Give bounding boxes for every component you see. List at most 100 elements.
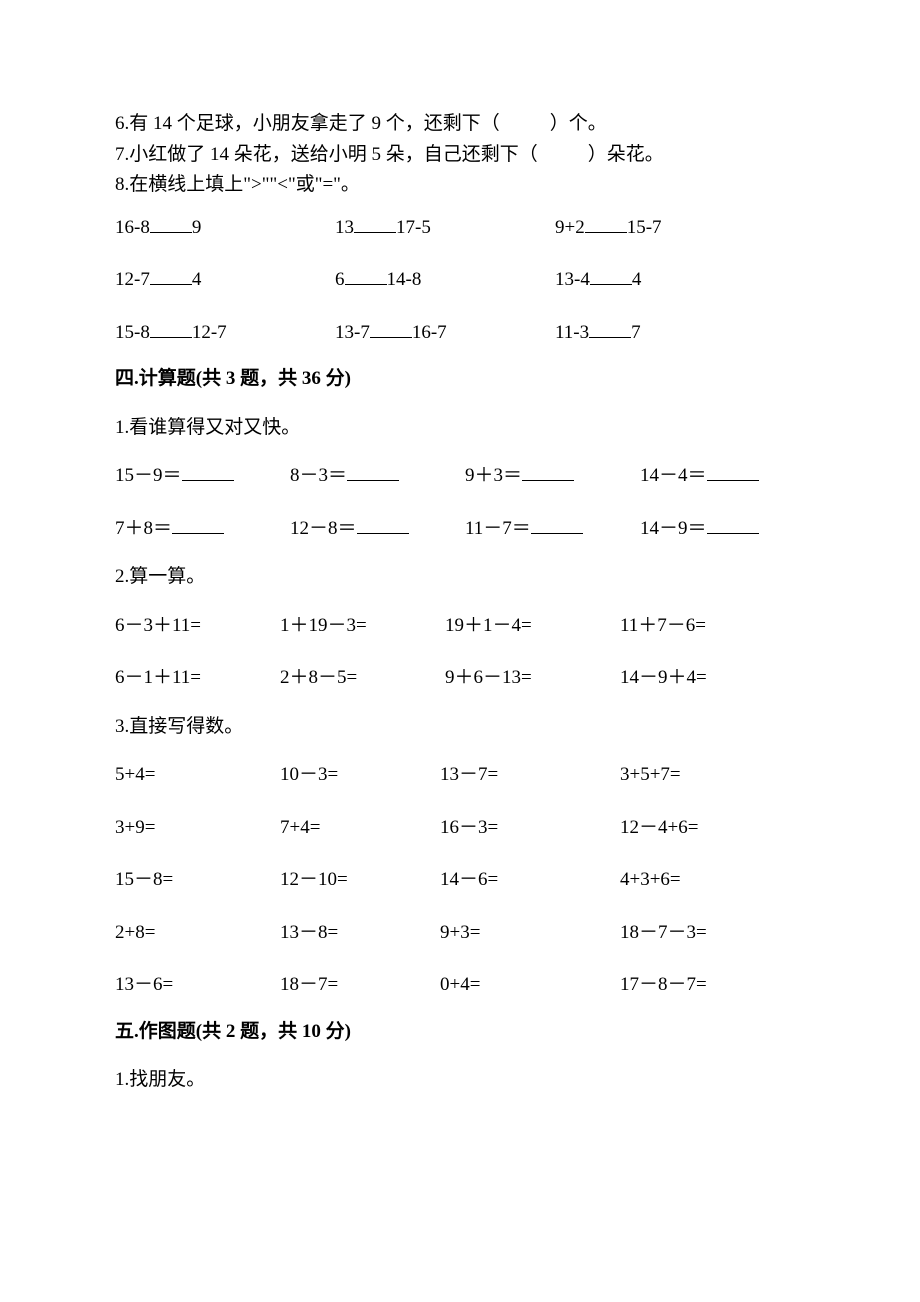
calc-cell: 19＋1－4= [445, 612, 620, 641]
compare-blank [150, 320, 192, 338]
calc-cell: 12－8＝ [290, 515, 465, 544]
fill-item-8: 8.在横线上填上">""<"或"="。 [115, 171, 805, 200]
calc-cell: 15－8= [115, 866, 280, 895]
compare-left: 16-8 [115, 217, 150, 238]
calc-cell: 10－3= [280, 761, 440, 790]
answer-blank [707, 516, 759, 534]
calc-expr: 14－4＝ [640, 465, 707, 486]
compare-left: 13 [335, 217, 354, 238]
compare-right: 12-7 [192, 322, 227, 343]
calc-cell: 14－9＋4= [620, 664, 795, 693]
calc-cell: 0+4= [440, 971, 620, 1000]
calc-cell: 18－7= [280, 971, 440, 1000]
calc-cell: 1＋19－3= [280, 612, 445, 641]
section-4-q3-block: 5+4= 10－3= 13－7= 3+5+7= 3+9= 7+4= 16－3= … [115, 761, 805, 1000]
answer-blank [531, 516, 583, 534]
answer-blank [347, 463, 399, 481]
calc-cell: 13－6= [115, 971, 280, 1000]
compare-blank [370, 320, 412, 338]
answer-blank [522, 463, 574, 481]
calc-expr: 12－8＝ [290, 518, 357, 539]
compare-left: 13-7 [335, 322, 370, 343]
calc-expr: 15－9＝ [115, 465, 182, 486]
compare-blank [585, 215, 627, 233]
calc-row: 6－3＋11= 1＋19－3= 19＋1－4= 11＋7－6= [115, 612, 805, 641]
section-4-q1-block: 15－9＝ 8－3＝ 9＋3＝ 14－4＝ 7＋8＝ 12－8＝ 11－7＝ 1… [115, 462, 805, 543]
compare-cell: 11-37 [555, 319, 775, 348]
calc-cell: 7+4= [280, 814, 440, 843]
section-4-q2-block: 6－3＋11= 1＋19－3= 19＋1－4= 11＋7－6= 6－1＋11= … [115, 612, 805, 693]
calc-cell: 5+4= [115, 761, 280, 790]
calc-cell: 7＋8＝ [115, 515, 290, 544]
calc-row: 13－6= 18－7= 0+4= 17－8－7= [115, 971, 805, 1000]
calc-cell: 14－9＝ [640, 515, 815, 544]
calc-cell: 14－4＝ [640, 462, 815, 491]
compare-left: 13-4 [555, 269, 590, 290]
compare-left: 11-3 [555, 322, 589, 343]
compare-right: 16-7 [412, 322, 447, 343]
compare-cell: 16-8 9 [115, 214, 335, 243]
calc-cell: 14－6= [440, 866, 620, 895]
compare-right: 14-8 [387, 269, 422, 290]
calc-expr: 8－3＝ [290, 465, 347, 486]
compare-blank [354, 215, 396, 233]
compare-blank [345, 267, 387, 285]
calc-cell: 2+8= [115, 919, 280, 948]
calc-cell: 9＋3＝ [465, 462, 640, 491]
calc-row: 7＋8＝ 12－8＝ 11－7＝ 14－9＝ [115, 515, 805, 544]
compare-cell: 13-4 4 [555, 266, 775, 295]
section-5-header: 五.作图题(共 2 题，共 10 分) [115, 1018, 805, 1047]
fill-item-7-end: ）朵花。 [588, 144, 664, 165]
calc-expr: 9＋3＝ [465, 465, 522, 486]
calc-cell: 6－3＋11= [115, 612, 280, 641]
comparison-row: 16-8 9 13 17-5 9+2 15-7 [115, 214, 805, 243]
answer-blank [357, 516, 409, 534]
calc-cell: 9＋6－13= [445, 664, 620, 693]
calc-cell: 12－10= [280, 866, 440, 895]
compare-left: 9+2 [555, 217, 585, 238]
answer-blank [172, 516, 224, 534]
fill-item-6-end: ）个。 [550, 113, 607, 134]
section-4-header: 四.计算题(共 3 题，共 36 分) [115, 365, 805, 394]
calc-cell: 9+3= [440, 919, 620, 948]
compare-cell: 13-7 16-7 [335, 319, 555, 348]
calc-cell: 13－8= [280, 919, 440, 948]
compare-cell: 614-8 [335, 266, 555, 295]
compare-cell: 15-8 12-7 [115, 319, 335, 348]
calc-cell: 12－4+6= [620, 814, 795, 843]
calc-cell: 16－3= [440, 814, 620, 843]
calc-cell: 3+5+7= [620, 761, 795, 790]
section-5-q1-prompt: 1.找朋友。 [115, 1066, 805, 1095]
calc-cell: 6－1＋11= [115, 664, 280, 693]
section-4-q1-prompt: 1.看谁算得又对又快。 [115, 414, 805, 443]
calc-cell: 13－7= [440, 761, 620, 790]
fill-item-8-text: 8.在横线上填上">""<"或"="。 [115, 174, 360, 195]
compare-right: 15-7 [627, 217, 662, 238]
document-page: 6.有 14 个足球，小朋友拿走了 9 个，还剩下（）个。 7.小红做了 14 … [115, 110, 805, 1095]
calc-expr: 7＋8＝ [115, 518, 172, 539]
compare-cell: 13 17-5 [335, 214, 555, 243]
answer-blank [707, 463, 759, 481]
answer-blank [182, 463, 234, 481]
calc-row: 5+4= 10－3= 13－7= 3+5+7= [115, 761, 805, 790]
compare-right: 9 [192, 217, 202, 238]
compare-right: 17-5 [396, 217, 431, 238]
calc-cell: 11＋7－6= [620, 612, 795, 641]
comparison-row: 15-8 12-7 13-7 16-7 11-37 [115, 319, 805, 348]
fill-item-7: 7.小红做了 14 朵花，送给小明 5 朵，自己还剩下（）朵花。 [115, 141, 805, 170]
calc-cell: 15－9＝ [115, 462, 290, 491]
calc-cell: 3+9= [115, 814, 280, 843]
calc-row: 2+8= 13－8= 9+3= 18－7－3= [115, 919, 805, 948]
fill-item-6: 6.有 14 个足球，小朋友拿走了 9 个，还剩下（）个。 [115, 110, 805, 139]
calc-row: 15－9＝ 8－3＝ 9＋3＝ 14－4＝ [115, 462, 805, 491]
comparison-row: 12-7 4 614-8 13-4 4 [115, 266, 805, 295]
compare-blank [589, 320, 631, 338]
calc-row: 15－8= 12－10= 14－6= 4+3+6= [115, 866, 805, 895]
calc-cell: 17－8－7= [620, 971, 795, 1000]
calc-expr: 14－9＝ [640, 518, 707, 539]
calc-expr: 11－7＝ [465, 518, 531, 539]
compare-blank [590, 267, 632, 285]
compare-right: 4 [632, 269, 642, 290]
compare-left: 12-7 [115, 269, 150, 290]
compare-left: 15-8 [115, 322, 150, 343]
